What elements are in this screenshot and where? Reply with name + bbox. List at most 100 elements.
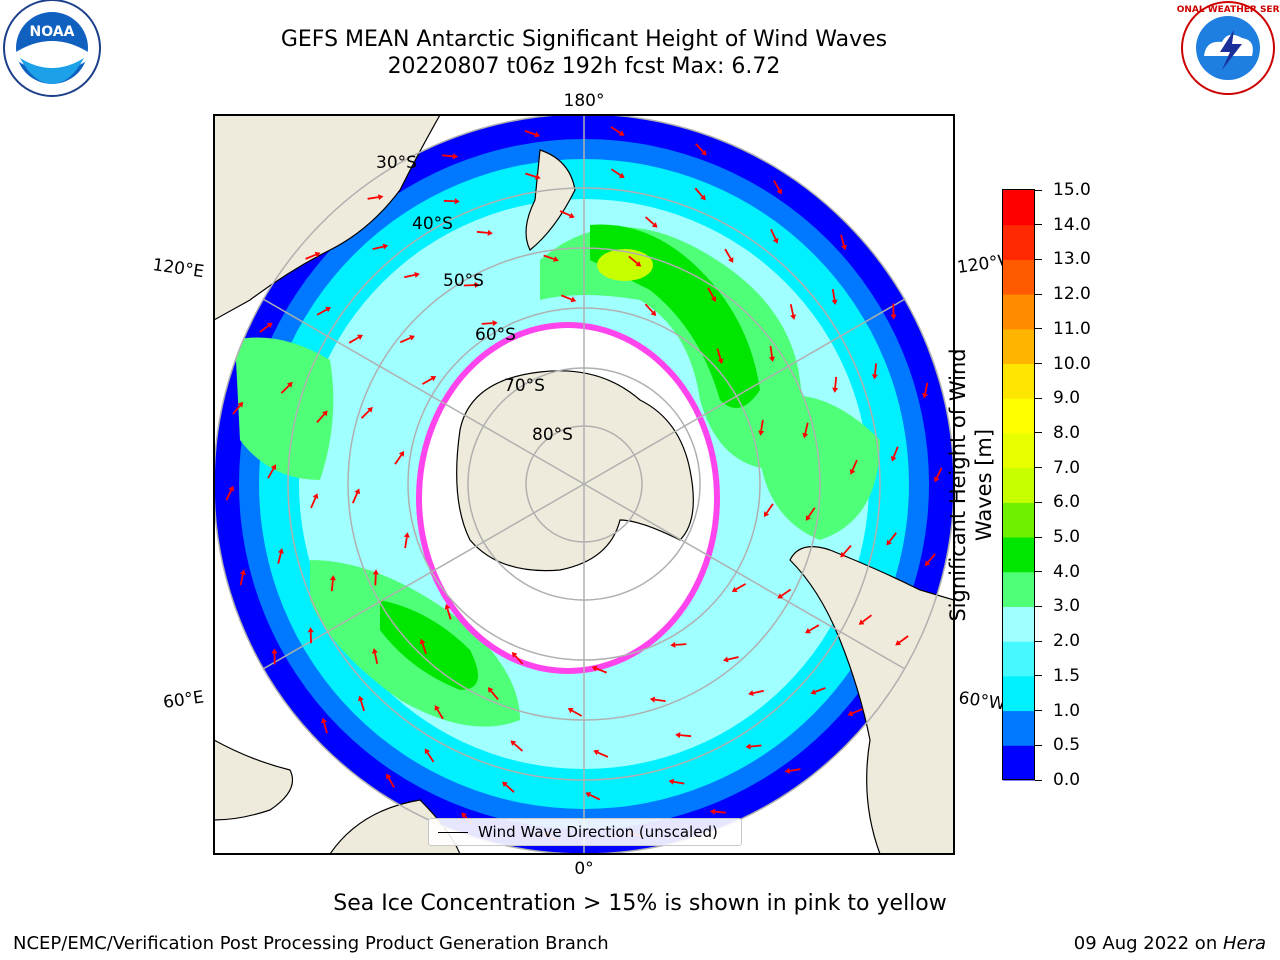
wave-direction-arrowhead	[840, 551, 846, 558]
wave-direction-arrow	[559, 210, 571, 217]
wave-direction-arrowhead	[367, 406, 373, 413]
lat-label-30s: 30°S	[376, 153, 417, 173]
wave-direction-arrowhead	[772, 237, 779, 244]
land-madagascar	[214, 739, 294, 821]
wave-direction-arrowhead	[670, 641, 676, 648]
wave-direction-arrow	[316, 308, 328, 316]
colorbar-tick-label: 11.0	[1053, 318, 1091, 339]
wave-max-region	[597, 249, 653, 281]
colorbar-segment	[1003, 328, 1035, 365]
wave-direction-arrowhead	[487, 229, 493, 236]
wave-direction-arrowhead	[228, 485, 234, 492]
wave-direction-arrowhead	[307, 627, 314, 633]
wave-direction-arrowhead	[419, 638, 426, 645]
wave-direction-arrow	[514, 655, 524, 665]
colorbar-tick-mark	[1035, 640, 1042, 642]
wave-direction-arrowhead	[314, 251, 321, 258]
wave-direction-arrowhead	[790, 314, 797, 320]
wave-direction-arrowhead	[434, 705, 440, 711]
wave-direction-arrow	[892, 446, 899, 458]
colorbar-segment	[1003, 537, 1035, 573]
wave-direction-arrowhead	[424, 748, 431, 755]
wave-direction-arrow	[259, 324, 270, 333]
colorbar-tick-label: 3.0	[1053, 596, 1081, 617]
wave-direction-arrowhead	[325, 306, 332, 313]
wave-direction-arrowhead	[502, 781, 508, 788]
colorbar-tick-label: 5.0	[1053, 527, 1081, 548]
lat-label-50s: 50°S	[443, 271, 484, 291]
wave-direction-arrowhead	[748, 690, 754, 697]
wave-direction-arrow	[695, 143, 704, 153]
wave-direction-arrowhead	[277, 548, 284, 554]
colorbar-tick-mark	[1035, 432, 1042, 434]
wave-direction-arrowhead	[287, 381, 293, 388]
wave-direction-arrow	[404, 274, 416, 279]
colorbar-segment	[1003, 467, 1035, 503]
colorbar-tick-label: 1.5	[1053, 665, 1081, 686]
wave-direction-arrowhead	[266, 322, 273, 328]
wave-direction-arrow	[727, 656, 739, 661]
map-frame	[213, 114, 955, 855]
wave-direction-arrow	[225, 489, 233, 501]
wave-direction-arrow	[752, 689, 764, 694]
wave-direction-arrow	[421, 643, 427, 655]
wave-direction-arrow	[359, 700, 365, 712]
wave-direction-arrow	[874, 363, 878, 375]
wave-direction-arrow	[834, 376, 838, 388]
wave-direction-arrow	[442, 154, 454, 158]
longitude-grid	[262, 115, 906, 854]
wave-direction-arrow	[589, 794, 601, 801]
wave-direction-arrowhead	[769, 356, 776, 362]
wave-direction-arrowhead	[805, 515, 812, 521]
wave-direction-arrow	[310, 497, 317, 509]
wave-direction-arrowhead	[922, 392, 929, 399]
wave-direction-arrowhead	[398, 450, 405, 457]
wave-direction-arrowhead	[271, 648, 278, 654]
colorbar-tick-label: 8.0	[1053, 422, 1081, 443]
wave-direction-arrow	[760, 419, 764, 431]
wave-direction-arrow	[862, 614, 873, 623]
wave-direction-arrowhead	[731, 586, 738, 592]
colorbar	[1002, 189, 1035, 781]
footer-credit: NCEP/EMC/Verification Post Processing Pr…	[13, 933, 609, 954]
lat-label-40s: 40°S	[412, 214, 453, 234]
colorbar-tick-label: 0.5	[1053, 735, 1081, 756]
wave-direction-arrow	[724, 248, 732, 260]
colorbar-segment	[1003, 398, 1035, 434]
wave-direction-arrow	[675, 643, 687, 646]
colorbar-tick-mark	[1035, 328, 1042, 330]
wave-direction-arrow	[927, 553, 936, 563]
wave-direction-arrow	[935, 467, 943, 479]
wave-direction-arrowhead	[270, 464, 277, 471]
title-line-2: 20220807 t06z 192h fcst Max: 6.72	[387, 54, 781, 79]
wave-direction-arrowhead	[728, 257, 734, 263]
wave-direction-arrowhead	[776, 188, 782, 195]
wave-direction-arrowhead	[378, 194, 384, 201]
wave-direction-arrow	[524, 130, 536, 136]
wave-direction-arrow	[644, 303, 654, 313]
lat-label-60s: 60°S	[475, 325, 516, 345]
wave-direction-arrowhead	[847, 710, 854, 717]
wave-direction-arrow	[644, 216, 655, 225]
colorbar-title: Significant Height of Wind Waves [m]	[946, 348, 996, 622]
wave-direction-arrowhead	[650, 310, 657, 317]
wave-direction-arrowhead	[709, 808, 716, 815]
wave-direction-arrowhead	[585, 792, 592, 798]
colorbar-tick-label: 14.0	[1053, 214, 1091, 235]
wave-direction-arrow	[597, 751, 609, 758]
wave-direction-arrowhead	[635, 261, 642, 267]
wave-direction-arrow	[781, 588, 792, 597]
wave-direction-arrow	[814, 687, 826, 693]
wave-direction-arrow	[239, 574, 244, 586]
map-legend: Wind Wave Direction (unscaled)	[428, 818, 742, 846]
colorbar-tick-mark	[1035, 501, 1042, 503]
lon-label-60e: 60°E	[162, 687, 205, 712]
colorbar-segment	[1003, 259, 1035, 295]
wave-direction-arrow	[888, 532, 897, 543]
wave-direction-arrowhead	[487, 687, 494, 693]
wave-direction-arrow	[831, 288, 836, 301]
wave-direction-arrow	[804, 422, 809, 434]
lat-label-80s: 80°S	[532, 425, 573, 445]
wave-direction-arrow	[421, 377, 433, 385]
